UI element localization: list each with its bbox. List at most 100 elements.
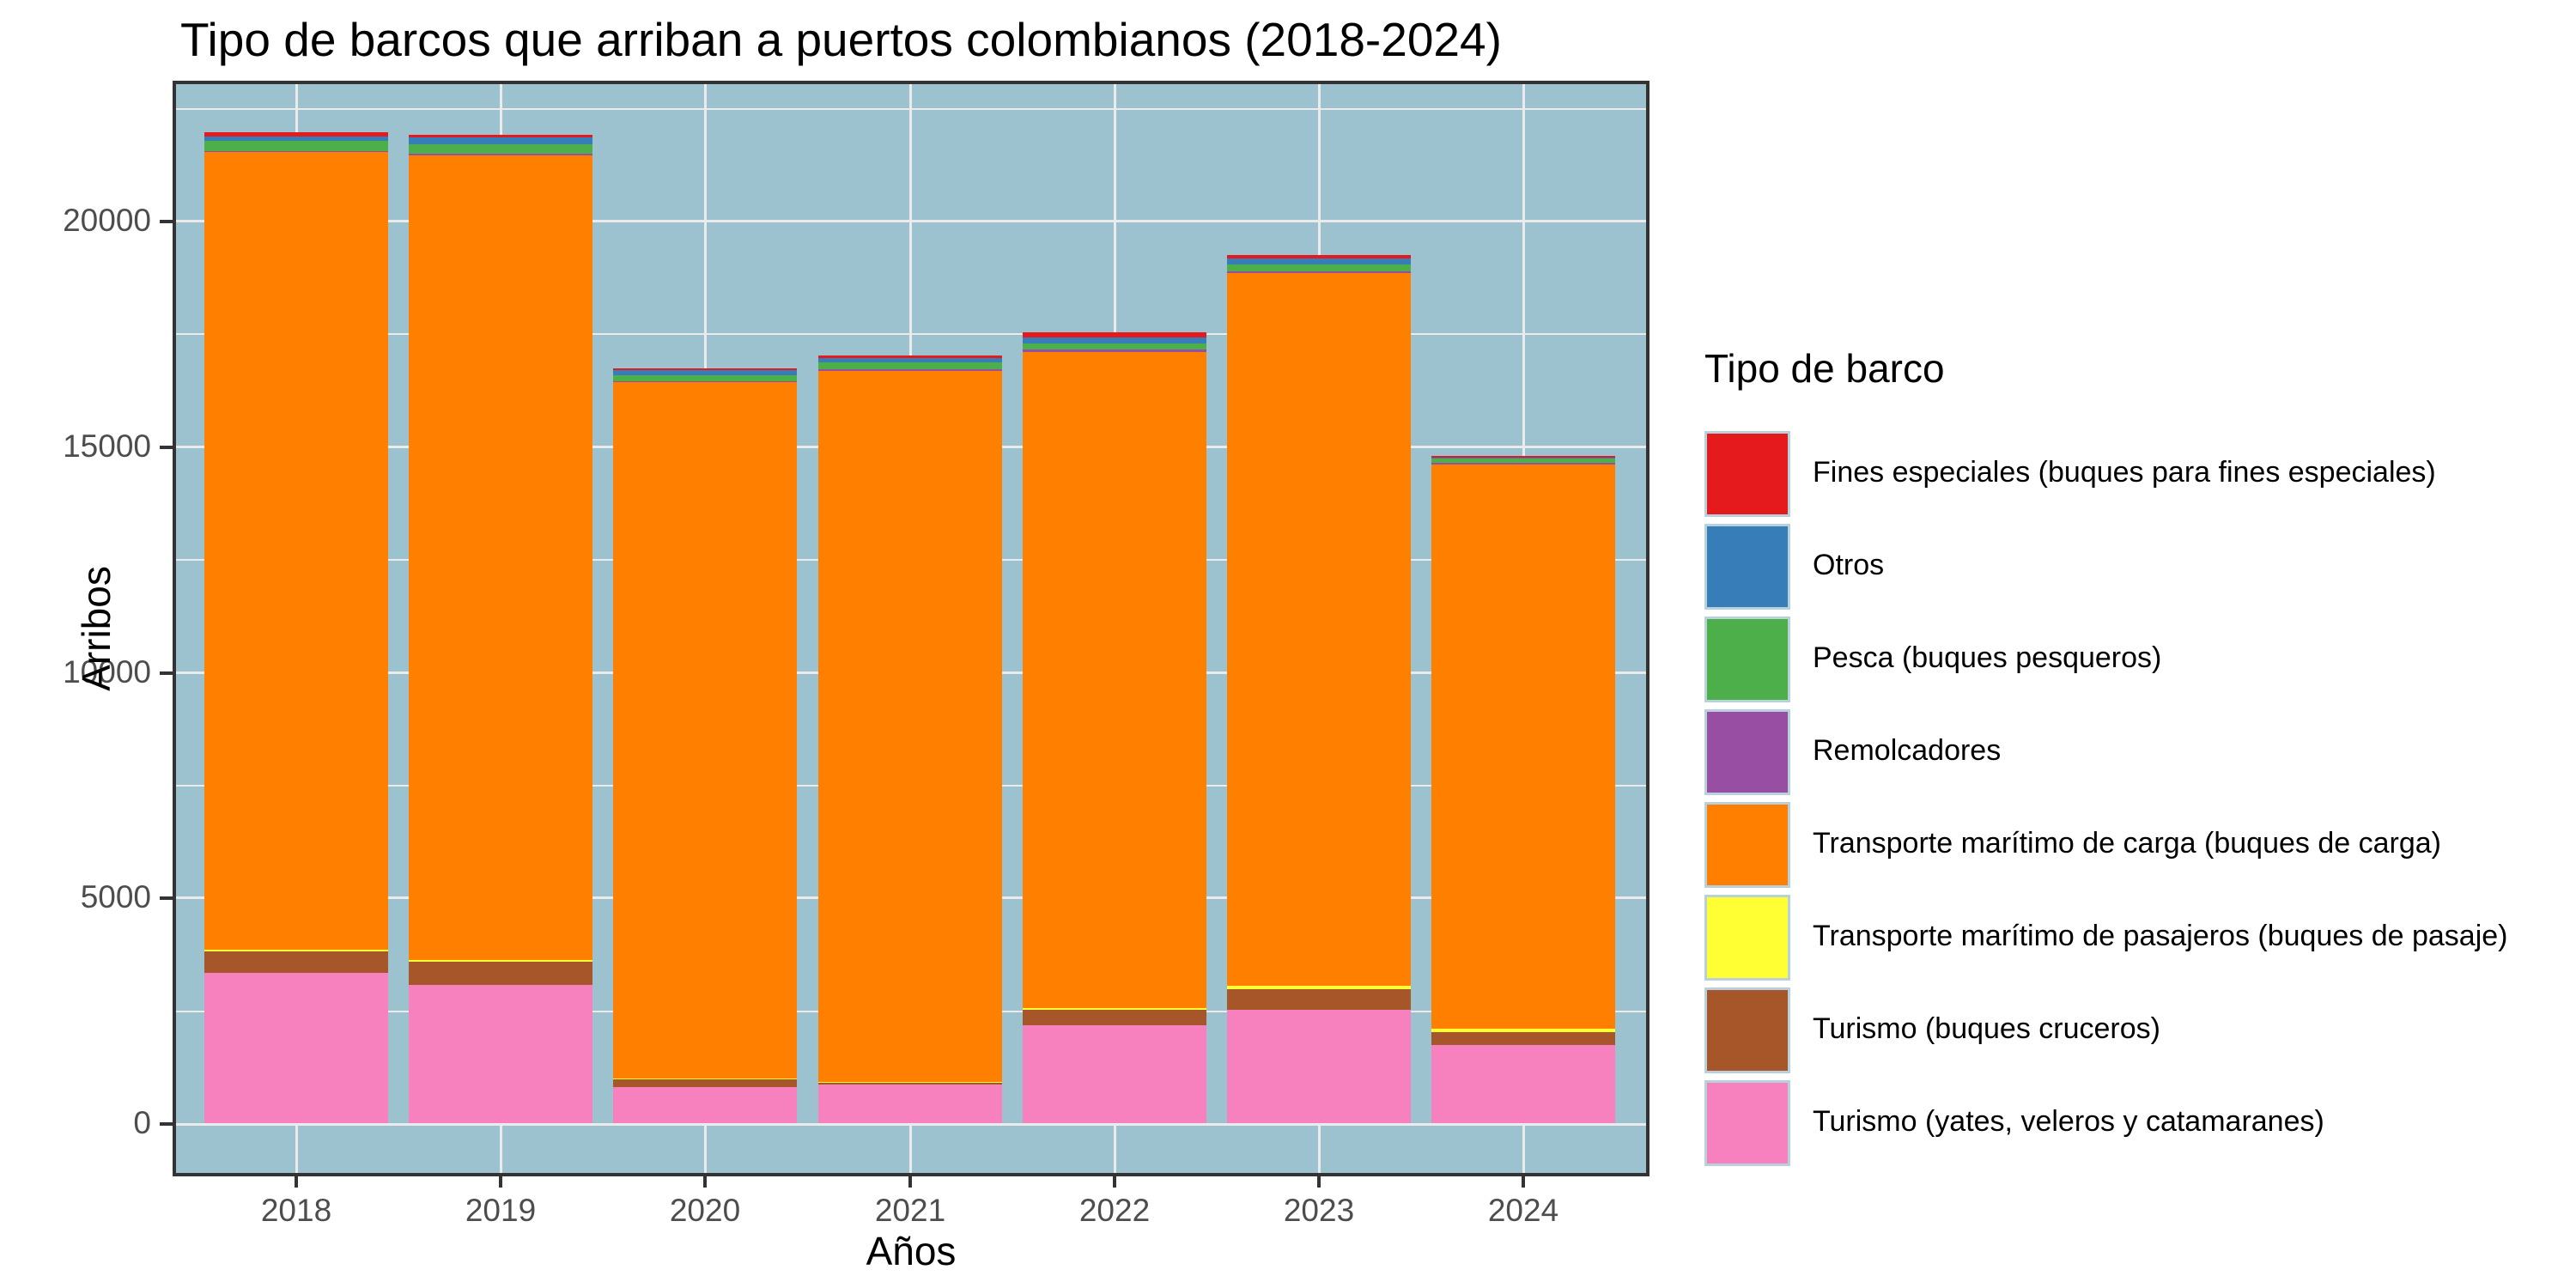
bar-segment <box>409 960 592 962</box>
bar-segment <box>1431 1032 1615 1045</box>
bar-segment <box>1227 258 1411 264</box>
legend-item-label: Otros <box>1813 548 1885 581</box>
bar-segment <box>1227 255 1411 258</box>
x-tick-mark <box>1522 1175 1525 1188</box>
x-tick-label: 2021 <box>874 1193 946 1228</box>
bar-segment <box>818 1084 1002 1123</box>
bar-segment <box>409 154 592 155</box>
legend-swatch <box>1704 617 1790 702</box>
bar-segment <box>818 358 1002 362</box>
bar-segment <box>613 1079 797 1087</box>
legend-item: Remolcadores <box>1704 706 2001 799</box>
legend-item: Pesca (buques pesqueros) <box>1704 613 2161 706</box>
legend-swatch <box>1704 895 1790 981</box>
x-tick-mark <box>703 1175 707 1188</box>
bar-segment <box>613 1078 797 1079</box>
bar-segment <box>1023 1010 1206 1025</box>
x-tick-label: 2023 <box>1283 1193 1355 1228</box>
bar-segment <box>204 951 388 973</box>
bar-segment <box>204 137 388 141</box>
legend-swatch <box>1704 431 1790 517</box>
legend-item: Transporte marítimo de carga (buques de … <box>1704 799 2441 891</box>
bar-segment <box>1227 273 1411 986</box>
legend-item-label: Remolcadores <box>1813 733 2002 767</box>
y-tick-mark <box>160 671 173 675</box>
y-tick-label: 15000 <box>63 428 151 464</box>
bar-segment <box>204 973 388 1123</box>
bar-segment <box>613 375 797 381</box>
legend-items: Fines especiales (buques para fines espe… <box>1704 428 2508 1170</box>
bar-segment <box>818 355 1002 358</box>
bar-segment <box>1431 456 1615 458</box>
bar-segment <box>409 985 592 1123</box>
bar-segment <box>1023 343 1206 349</box>
y-tick-label: 10000 <box>63 654 151 690</box>
bar-segment <box>1023 1025 1206 1123</box>
legend-title: Tipo de barco <box>1704 346 1945 391</box>
legend-swatch <box>1704 987 1790 1073</box>
legend-item-label: Fines especiales (buques para fines espe… <box>1813 455 2436 489</box>
bar-segment <box>613 381 797 1078</box>
bar-segment <box>1431 459 1615 463</box>
bar-segment <box>1431 1045 1615 1123</box>
bar-segment <box>1227 271 1411 273</box>
x-tick-mark <box>1113 1175 1116 1188</box>
legend-item: Turismo (buques cruceros) <box>1704 984 2160 1077</box>
bar-segment <box>818 362 1002 369</box>
bar-segment <box>818 371 1002 1082</box>
legend-item-label: Turismo (buques cruceros) <box>1813 1012 2160 1045</box>
legend: Tipo de barco Fines especiales (buques p… <box>1704 345 2508 1170</box>
bar-segment <box>409 144 592 154</box>
legend-swatch <box>1704 802 1790 888</box>
x-tick-label: 2024 <box>1487 1193 1559 1228</box>
bar-segment <box>1431 463 1615 465</box>
bar-segment <box>1023 332 1206 337</box>
x-tick-mark <box>908 1175 912 1188</box>
x-tick-label: 2019 <box>465 1193 537 1228</box>
bar-segment <box>818 1082 1002 1083</box>
y-tick-label: 0 <box>133 1105 151 1140</box>
y-tick-mark <box>160 446 173 449</box>
plot-panel <box>173 81 1649 1176</box>
legend-swatch <box>1704 1080 1790 1166</box>
legend-item: Transporte marítimo de pasajeros (buques… <box>1704 891 2508 984</box>
bar-segment <box>818 369 1002 371</box>
legend-item-label: Turismo (yates, veleros y catamaranes) <box>1813 1104 2324 1138</box>
bar-segment <box>409 137 592 144</box>
legend-item-label: Transporte marítimo de pasajeros (buques… <box>1813 919 2508 952</box>
legend-swatch <box>1704 709 1790 795</box>
bar-segment <box>204 950 388 951</box>
y-tick-label: 20000 <box>63 203 151 238</box>
x-axis-title: Años <box>866 1229 957 1273</box>
bar-segment <box>1431 458 1615 459</box>
bar-segment <box>613 370 797 375</box>
x-tick-mark <box>1317 1175 1321 1188</box>
legend-swatch <box>1704 524 1790 610</box>
x-tick-label: 2018 <box>260 1193 332 1228</box>
bar-segment <box>613 1087 797 1123</box>
bar-segment <box>1023 337 1206 343</box>
y-tick-label: 5000 <box>80 879 151 914</box>
bar-segment <box>204 141 388 151</box>
bar-segment <box>1227 986 1411 989</box>
bar-segment <box>1227 989 1411 1010</box>
x-tick-label: 2022 <box>1078 1193 1151 1228</box>
bar-segment <box>204 151 388 152</box>
bar-segment <box>1431 1029 1615 1032</box>
bar-segment <box>1023 352 1206 1008</box>
legend-item: Otros <box>1704 520 1945 613</box>
bar-segment <box>1023 349 1206 352</box>
y-tick-mark <box>160 220 173 223</box>
legend-item: Turismo (yates, veleros y catamaranes) <box>1704 1077 2324 1170</box>
y-tick-mark <box>160 896 173 900</box>
legend-item-label: Pesca (buques pesqueros) <box>1813 641 2162 674</box>
bar-segment <box>204 152 388 950</box>
bar-segment <box>409 155 592 960</box>
bar-segment <box>409 135 592 137</box>
bar-segment <box>613 368 797 370</box>
bar-segment <box>1227 1010 1411 1123</box>
x-tick-mark <box>499 1175 502 1188</box>
x-tick-label: 2020 <box>669 1193 741 1228</box>
bar-segment <box>204 132 388 137</box>
